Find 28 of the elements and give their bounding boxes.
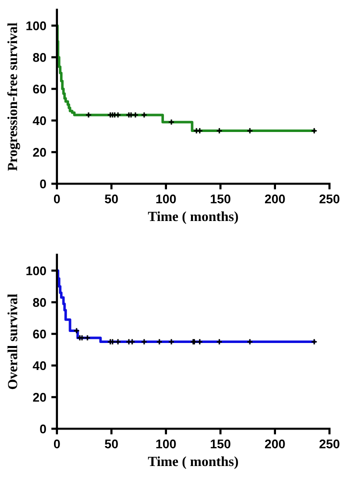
x-tick-label: 200 bbox=[264, 194, 285, 204]
x-tick-label: 50 bbox=[104, 439, 118, 448]
x-tick-label: 100 bbox=[156, 194, 176, 204]
y-tick-label: 80 bbox=[33, 53, 46, 62]
y-tick-label: 0 bbox=[40, 424, 46, 434]
y-tick-label: 20 bbox=[33, 392, 46, 402]
x-tick-label: 150 bbox=[210, 439, 230, 448]
x-tick-label: 250 bbox=[319, 439, 340, 448]
x-tick-label: 0 bbox=[54, 439, 60, 448]
y-tick-label: 40 bbox=[32, 116, 46, 126]
x-tick-label: 250 bbox=[319, 194, 340, 204]
x-tick-label: 50 bbox=[104, 194, 118, 204]
y-tick-label: 40 bbox=[32, 361, 46, 370]
y-tick-label: 100 bbox=[26, 21, 46, 30]
y-axis-title: Progression-free survival bbox=[7, 22, 20, 171]
y-tick-label: 20 bbox=[33, 148, 46, 157]
y-tick-label: 100 bbox=[26, 266, 46, 276]
y-tick-label: 0 bbox=[40, 180, 46, 188]
x-axis-title: Time ( months) bbox=[148, 456, 238, 469]
x-tick-label: 100 bbox=[156, 439, 176, 448]
y-tick-label: 60 bbox=[33, 330, 46, 339]
x-axis-title: Time ( months) bbox=[148, 211, 238, 224]
y-tick-label: 80 bbox=[33, 298, 46, 307]
x-tick-label: 0 bbox=[54, 194, 60, 204]
y-axis-title: Overall survival bbox=[8, 294, 18, 390]
x-tick-label: 150 bbox=[210, 194, 230, 204]
x-tick-label: 200 bbox=[264, 439, 285, 448]
y-tick-label: 60 bbox=[33, 84, 46, 94]
